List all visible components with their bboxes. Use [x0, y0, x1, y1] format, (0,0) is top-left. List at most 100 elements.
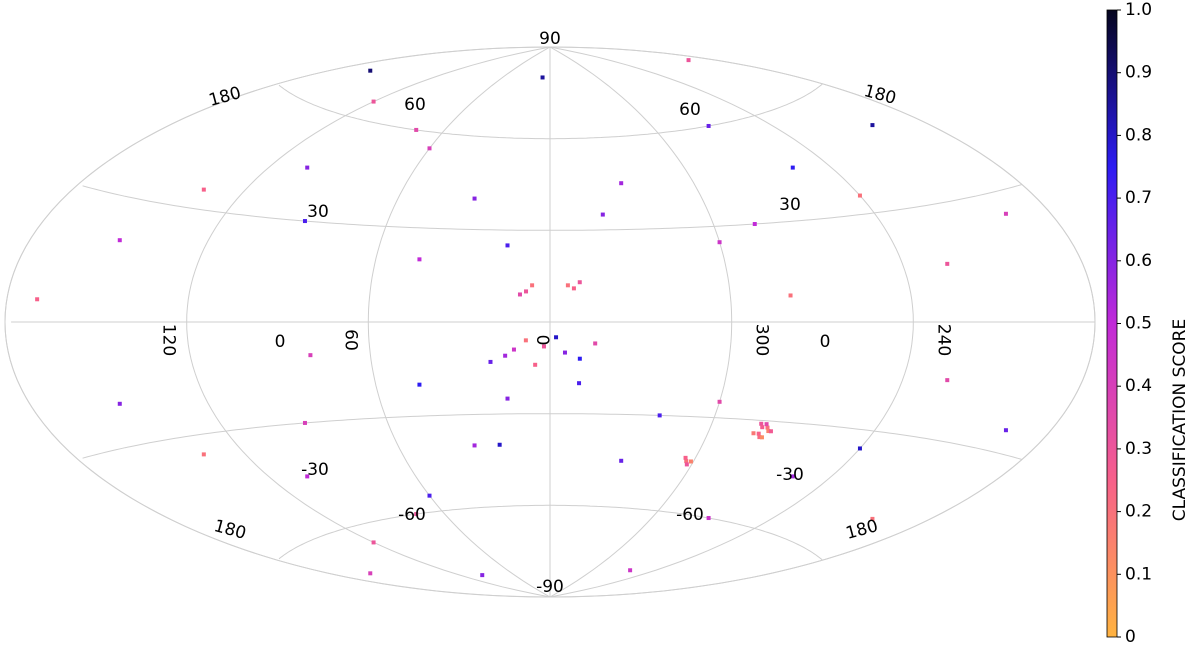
- point: [766, 429, 771, 434]
- map-border: [4, 46, 1096, 598]
- point: [593, 341, 598, 346]
- overlay-grid-label: 30: [307, 202, 329, 222]
- point: [752, 222, 757, 227]
- point: [857, 193, 862, 198]
- point: [765, 425, 770, 430]
- point: [619, 181, 624, 186]
- overlay-grid-label: 0: [820, 332, 831, 352]
- overlay-grid-label: 0: [275, 332, 286, 352]
- point: [684, 462, 689, 467]
- point: [308, 353, 313, 358]
- overlay-grid-label: -60: [676, 505, 704, 525]
- point: [541, 344, 546, 349]
- point: [857, 446, 862, 451]
- point: [497, 442, 502, 447]
- point: [368, 68, 373, 73]
- colorbar: [1106, 9, 1118, 638]
- point: [472, 443, 477, 448]
- point: [717, 399, 722, 404]
- point: [511, 347, 516, 352]
- colorbar-tick-label: 0.1: [1125, 564, 1152, 584]
- point: [417, 257, 422, 262]
- colorbar-tick-label: 0.4: [1125, 376, 1152, 396]
- point: [562, 350, 567, 355]
- point: [600, 212, 605, 217]
- point: [523, 338, 528, 343]
- point: [657, 413, 662, 418]
- point: [577, 356, 582, 361]
- point: [305, 474, 310, 479]
- point: [788, 293, 793, 298]
- overlay-grid-label: 180: [844, 516, 881, 544]
- point: [554, 335, 559, 340]
- point: [768, 429, 773, 434]
- colorbar-tick-label: 0: [1125, 627, 1136, 647]
- overlay-grid-label: -30: [776, 465, 804, 485]
- point: [201, 452, 206, 457]
- point: [577, 280, 582, 285]
- overlay-grid-label: 180: [862, 81, 899, 109]
- lat-tick-label: -90: [536, 577, 564, 597]
- colorbar-tick-label: 0.9: [1125, 63, 1152, 83]
- point: [945, 261, 950, 266]
- point: [480, 573, 485, 578]
- point: [760, 425, 765, 430]
- parallel: [82, 413, 1023, 460]
- point: [488, 359, 493, 364]
- parallel: [278, 504, 823, 561]
- point: [764, 422, 769, 427]
- point: [565, 283, 570, 288]
- point: [756, 431, 761, 436]
- overlay-grid-label: -60: [398, 505, 426, 525]
- overlay-grid-label: 60: [679, 100, 701, 120]
- point: [302, 219, 307, 224]
- point: [717, 240, 722, 245]
- point: [414, 127, 419, 132]
- point: [530, 283, 535, 288]
- point: [945, 378, 950, 383]
- lon-tick-label: 60: [340, 329, 360, 351]
- colorbar-tick-label: 1.0: [1125, 0, 1152, 20]
- point: [505, 243, 510, 248]
- point: [371, 99, 376, 104]
- point: [533, 362, 538, 367]
- overlay-grid-label: 180: [207, 83, 244, 111]
- point: [414, 512, 419, 517]
- lon-tick-label: 0: [532, 335, 552, 346]
- point: [706, 123, 711, 128]
- point: [628, 568, 633, 573]
- point: [201, 187, 206, 192]
- point: [751, 431, 756, 436]
- point: [577, 381, 582, 386]
- point: [870, 516, 875, 521]
- lat-tick-label: 90: [539, 29, 561, 49]
- colorbar-label: CLASSIFICATION SCORE: [1170, 319, 1190, 521]
- point: [757, 435, 762, 440]
- overlay-grid-label: -30: [301, 460, 329, 480]
- lon-tick-label: 240: [933, 324, 953, 356]
- point: [688, 459, 693, 464]
- point: [427, 146, 432, 151]
- colorbar-tick-label: 0.5: [1125, 314, 1152, 334]
- point: [706, 516, 711, 521]
- point: [305, 165, 310, 170]
- colorbar-tick-label: 0.3: [1125, 439, 1152, 459]
- point: [524, 289, 529, 294]
- point: [371, 540, 376, 545]
- point: [540, 75, 545, 80]
- point: [684, 459, 689, 464]
- lon-tick-label: 120: [159, 324, 179, 356]
- point: [870, 123, 875, 128]
- point: [35, 297, 40, 302]
- point: [302, 420, 307, 425]
- point: [117, 238, 122, 243]
- lon-tick-label: 300: [752, 324, 772, 356]
- colorbar-tick-label: 0.6: [1125, 251, 1152, 271]
- overlay-grid-label: 60: [404, 95, 426, 115]
- point: [686, 58, 691, 63]
- point: [505, 396, 510, 401]
- point: [472, 196, 477, 201]
- parallel: [278, 83, 823, 140]
- point: [417, 382, 422, 387]
